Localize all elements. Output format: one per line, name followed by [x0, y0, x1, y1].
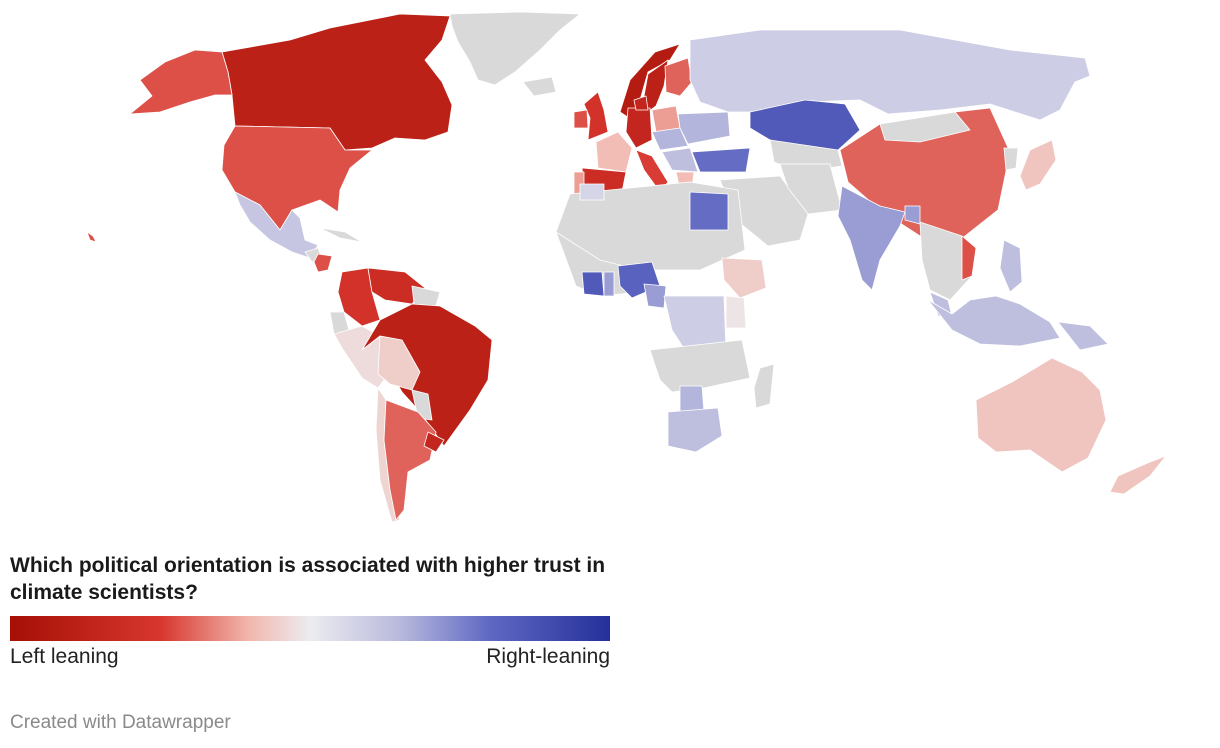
region-argentina — [383, 399, 437, 521]
region-uruguay — [423, 431, 445, 453]
region-indonesia — [927, 295, 1061, 347]
legend-right-label: Right-leaning — [486, 645, 610, 668]
region-usa — [221, 125, 373, 231]
legend-left-label: Left leaning — [10, 645, 119, 668]
region-south-africa — [667, 407, 723, 453]
region-morocco — [579, 183, 605, 201]
region-new-zealand — [1109, 455, 1167, 495]
region-kenya — [725, 295, 747, 329]
region-honduras — [313, 253, 333, 273]
region-cuba — [319, 227, 363, 243]
region-denmark — [633, 95, 649, 111]
region-iceland — [522, 76, 557, 97]
region-australia — [975, 357, 1107, 473]
region-ireland — [573, 109, 589, 129]
region-madagascar — [753, 363, 775, 409]
region-southern-africa — [649, 339, 751, 393]
region-russia — [689, 29, 1091, 121]
region-hawaii — [86, 231, 97, 243]
region-france — [595, 131, 633, 173]
region-alaska — [129, 49, 233, 115]
region-vietnam — [961, 235, 977, 281]
region-ukraine — [677, 111, 731, 145]
legend-title: Which political orientation is associate… — [10, 554, 606, 604]
region-central-europe — [651, 127, 689, 151]
region-india — [837, 185, 906, 291]
region-png — [1057, 321, 1109, 351]
region-poland — [651, 105, 681, 133]
region-ghana — [603, 271, 615, 297]
credit-text: Created with Datawrapper — [10, 712, 231, 733]
region-egypt — [689, 191, 729, 231]
region-ivory-coast — [581, 271, 605, 297]
region-cameroon — [643, 283, 667, 309]
region-mexico — [234, 191, 319, 259]
region-philippines — [999, 239, 1023, 293]
region-zimbabwe — [679, 385, 705, 413]
region-turkey — [691, 147, 751, 173]
region-peru — [333, 325, 391, 389]
region-greenland — [449, 11, 581, 86]
region-mongolia — [879, 111, 971, 143]
region-ethiopia — [721, 257, 767, 299]
region-uk — [583, 91, 609, 141]
legend-color-scale — [10, 616, 610, 641]
world-choropleth-map — [86, 11, 1167, 523]
region-germany — [625, 107, 653, 149]
region-balkans — [661, 147, 699, 173]
region-finland — [664, 57, 693, 97]
region-korea — [1003, 147, 1019, 171]
region-japan — [1019, 139, 1057, 191]
region-iran — [779, 163, 843, 215]
